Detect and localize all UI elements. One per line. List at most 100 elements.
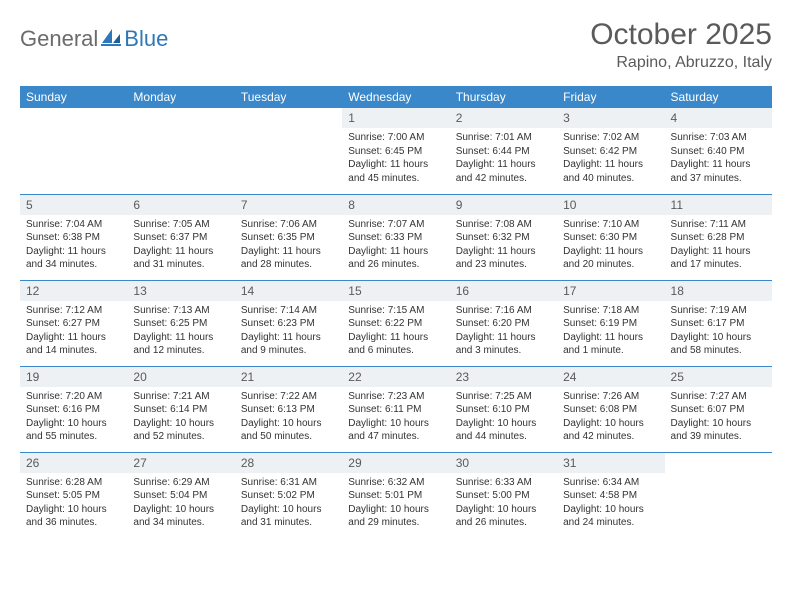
day-header: Sunday	[20, 86, 127, 108]
day-details: Sunrise: 7:13 AMSunset: 6:25 PMDaylight:…	[127, 301, 234, 364]
day-number: 16	[450, 281, 557, 301]
day-details: Sunrise: 7:03 AMSunset: 6:40 PMDaylight:…	[665, 128, 772, 191]
calendar-cell: 28Sunrise: 6:31 AMSunset: 5:02 PMDayligh…	[235, 452, 342, 538]
day-number: 15	[342, 281, 449, 301]
calendar-cell: 26Sunrise: 6:28 AMSunset: 5:05 PMDayligh…	[20, 452, 127, 538]
day-details: Sunrise: 6:33 AMSunset: 5:00 PMDaylight:…	[450, 473, 557, 536]
day-number: 28	[235, 453, 342, 473]
day-number: 6	[127, 195, 234, 215]
month-title: October 2025	[590, 18, 772, 52]
day-number: 2	[450, 108, 557, 128]
day-header: Monday	[127, 86, 234, 108]
day-details: Sunrise: 7:12 AMSunset: 6:27 PMDaylight:…	[20, 301, 127, 364]
calendar-cell: 30Sunrise: 6:33 AMSunset: 5:00 PMDayligh…	[450, 452, 557, 538]
day-number: 8	[342, 195, 449, 215]
day-header: Saturday	[665, 86, 772, 108]
calendar-cell: 10Sunrise: 7:10 AMSunset: 6:30 PMDayligh…	[557, 194, 664, 280]
day-details: Sunrise: 7:15 AMSunset: 6:22 PMDaylight:…	[342, 301, 449, 364]
logo-text-general: General	[20, 26, 98, 52]
calendar-cell: 21Sunrise: 7:22 AMSunset: 6:13 PMDayligh…	[235, 366, 342, 452]
day-number: 7	[235, 195, 342, 215]
calendar-cell: 6Sunrise: 7:05 AMSunset: 6:37 PMDaylight…	[127, 194, 234, 280]
calendar-cell: 13Sunrise: 7:13 AMSunset: 6:25 PMDayligh…	[127, 280, 234, 366]
calendar-cell: 15Sunrise: 7:15 AMSunset: 6:22 PMDayligh…	[342, 280, 449, 366]
calendar-cell: 4Sunrise: 7:03 AMSunset: 6:40 PMDaylight…	[665, 108, 772, 194]
calendar-week: 26Sunrise: 6:28 AMSunset: 5:05 PMDayligh…	[20, 452, 772, 538]
day-number: 22	[342, 367, 449, 387]
calendar-week: 5Sunrise: 7:04 AMSunset: 6:38 PMDaylight…	[20, 194, 772, 280]
day-header: Wednesday	[342, 86, 449, 108]
day-details: Sunrise: 7:02 AMSunset: 6:42 PMDaylight:…	[557, 128, 664, 191]
day-number: 9	[450, 195, 557, 215]
calendar-week: 1Sunrise: 7:00 AMSunset: 6:45 PMDaylight…	[20, 108, 772, 194]
day-details: Sunrise: 7:26 AMSunset: 6:08 PMDaylight:…	[557, 387, 664, 450]
title-block: October 2025 Rapino, Abruzzo, Italy	[590, 18, 772, 72]
day-details: Sunrise: 6:28 AMSunset: 5:05 PMDaylight:…	[20, 473, 127, 536]
day-number: 18	[665, 281, 772, 301]
calendar-cell: 23Sunrise: 7:25 AMSunset: 6:10 PMDayligh…	[450, 366, 557, 452]
day-number: 3	[557, 108, 664, 128]
day-details: Sunrise: 6:32 AMSunset: 5:01 PMDaylight:…	[342, 473, 449, 536]
day-number: 17	[557, 281, 664, 301]
day-number: 29	[342, 453, 449, 473]
calendar-cell: 5Sunrise: 7:04 AMSunset: 6:38 PMDaylight…	[20, 194, 127, 280]
day-number: 1	[342, 108, 449, 128]
calendar-cell: 12Sunrise: 7:12 AMSunset: 6:27 PMDayligh…	[20, 280, 127, 366]
calendar-cell: 22Sunrise: 7:23 AMSunset: 6:11 PMDayligh…	[342, 366, 449, 452]
day-details: Sunrise: 7:18 AMSunset: 6:19 PMDaylight:…	[557, 301, 664, 364]
calendar-cell: 8Sunrise: 7:07 AMSunset: 6:33 PMDaylight…	[342, 194, 449, 280]
day-number: 12	[20, 281, 127, 301]
calendar-cell	[235, 108, 342, 194]
day-details: Sunrise: 7:07 AMSunset: 6:33 PMDaylight:…	[342, 215, 449, 278]
day-number: 20	[127, 367, 234, 387]
calendar-cell	[127, 108, 234, 194]
day-details: Sunrise: 7:06 AMSunset: 6:35 PMDaylight:…	[235, 215, 342, 278]
day-details: Sunrise: 7:05 AMSunset: 6:37 PMDaylight:…	[127, 215, 234, 278]
day-number: 23	[450, 367, 557, 387]
day-details: Sunrise: 7:27 AMSunset: 6:07 PMDaylight:…	[665, 387, 772, 450]
calendar-cell: 27Sunrise: 6:29 AMSunset: 5:04 PMDayligh…	[127, 452, 234, 538]
day-details: Sunrise: 7:00 AMSunset: 6:45 PMDaylight:…	[342, 128, 449, 191]
calendar-cell: 25Sunrise: 7:27 AMSunset: 6:07 PMDayligh…	[665, 366, 772, 452]
calendar-week: 19Sunrise: 7:20 AMSunset: 6:16 PMDayligh…	[20, 366, 772, 452]
day-number: 27	[127, 453, 234, 473]
calendar-cell: 24Sunrise: 7:26 AMSunset: 6:08 PMDayligh…	[557, 366, 664, 452]
location: Rapino, Abruzzo, Italy	[590, 54, 772, 72]
day-details: Sunrise: 7:08 AMSunset: 6:32 PMDaylight:…	[450, 215, 557, 278]
day-details: Sunrise: 7:23 AMSunset: 6:11 PMDaylight:…	[342, 387, 449, 450]
calendar-cell: 7Sunrise: 7:06 AMSunset: 6:35 PMDaylight…	[235, 194, 342, 280]
day-details: Sunrise: 7:01 AMSunset: 6:44 PMDaylight:…	[450, 128, 557, 191]
day-details: Sunrise: 7:11 AMSunset: 6:28 PMDaylight:…	[665, 215, 772, 278]
day-details: Sunrise: 7:04 AMSunset: 6:38 PMDaylight:…	[20, 215, 127, 278]
day-number: 4	[665, 108, 772, 128]
day-details: Sunrise: 7:22 AMSunset: 6:13 PMDaylight:…	[235, 387, 342, 450]
logo-text-blue: Blue	[124, 26, 168, 52]
day-details: Sunrise: 7:25 AMSunset: 6:10 PMDaylight:…	[450, 387, 557, 450]
calendar-cell: 14Sunrise: 7:14 AMSunset: 6:23 PMDayligh…	[235, 280, 342, 366]
logo: General Blue	[20, 18, 168, 52]
day-number: 30	[450, 453, 557, 473]
day-number: 31	[557, 453, 664, 473]
day-header: Thursday	[450, 86, 557, 108]
calendar-week: 12Sunrise: 7:12 AMSunset: 6:27 PMDayligh…	[20, 280, 772, 366]
day-header-row: SundayMondayTuesdayWednesdayThursdayFrid…	[20, 86, 772, 108]
day-number: 14	[235, 281, 342, 301]
calendar-cell: 31Sunrise: 6:34 AMSunset: 4:58 PMDayligh…	[557, 452, 664, 538]
calendar-cell: 3Sunrise: 7:02 AMSunset: 6:42 PMDaylight…	[557, 108, 664, 194]
calendar-cell: 11Sunrise: 7:11 AMSunset: 6:28 PMDayligh…	[665, 194, 772, 280]
day-details: Sunrise: 7:21 AMSunset: 6:14 PMDaylight:…	[127, 387, 234, 450]
calendar-cell: 18Sunrise: 7:19 AMSunset: 6:17 PMDayligh…	[665, 280, 772, 366]
day-details: Sunrise: 7:10 AMSunset: 6:30 PMDaylight:…	[557, 215, 664, 278]
calendar-cell: 1Sunrise: 7:00 AMSunset: 6:45 PMDaylight…	[342, 108, 449, 194]
day-header: Tuesday	[235, 86, 342, 108]
calendar-cell	[665, 452, 772, 538]
day-number: 11	[665, 195, 772, 215]
day-details: Sunrise: 7:14 AMSunset: 6:23 PMDaylight:…	[235, 301, 342, 364]
day-number: 10	[557, 195, 664, 215]
day-details: Sunrise: 7:16 AMSunset: 6:20 PMDaylight:…	[450, 301, 557, 364]
sail-icon	[100, 27, 122, 52]
day-number: 24	[557, 367, 664, 387]
day-header: Friday	[557, 86, 664, 108]
day-details: Sunrise: 7:19 AMSunset: 6:17 PMDaylight:…	[665, 301, 772, 364]
header: General Blue October 2025 Rapino, Abruzz…	[20, 18, 772, 72]
